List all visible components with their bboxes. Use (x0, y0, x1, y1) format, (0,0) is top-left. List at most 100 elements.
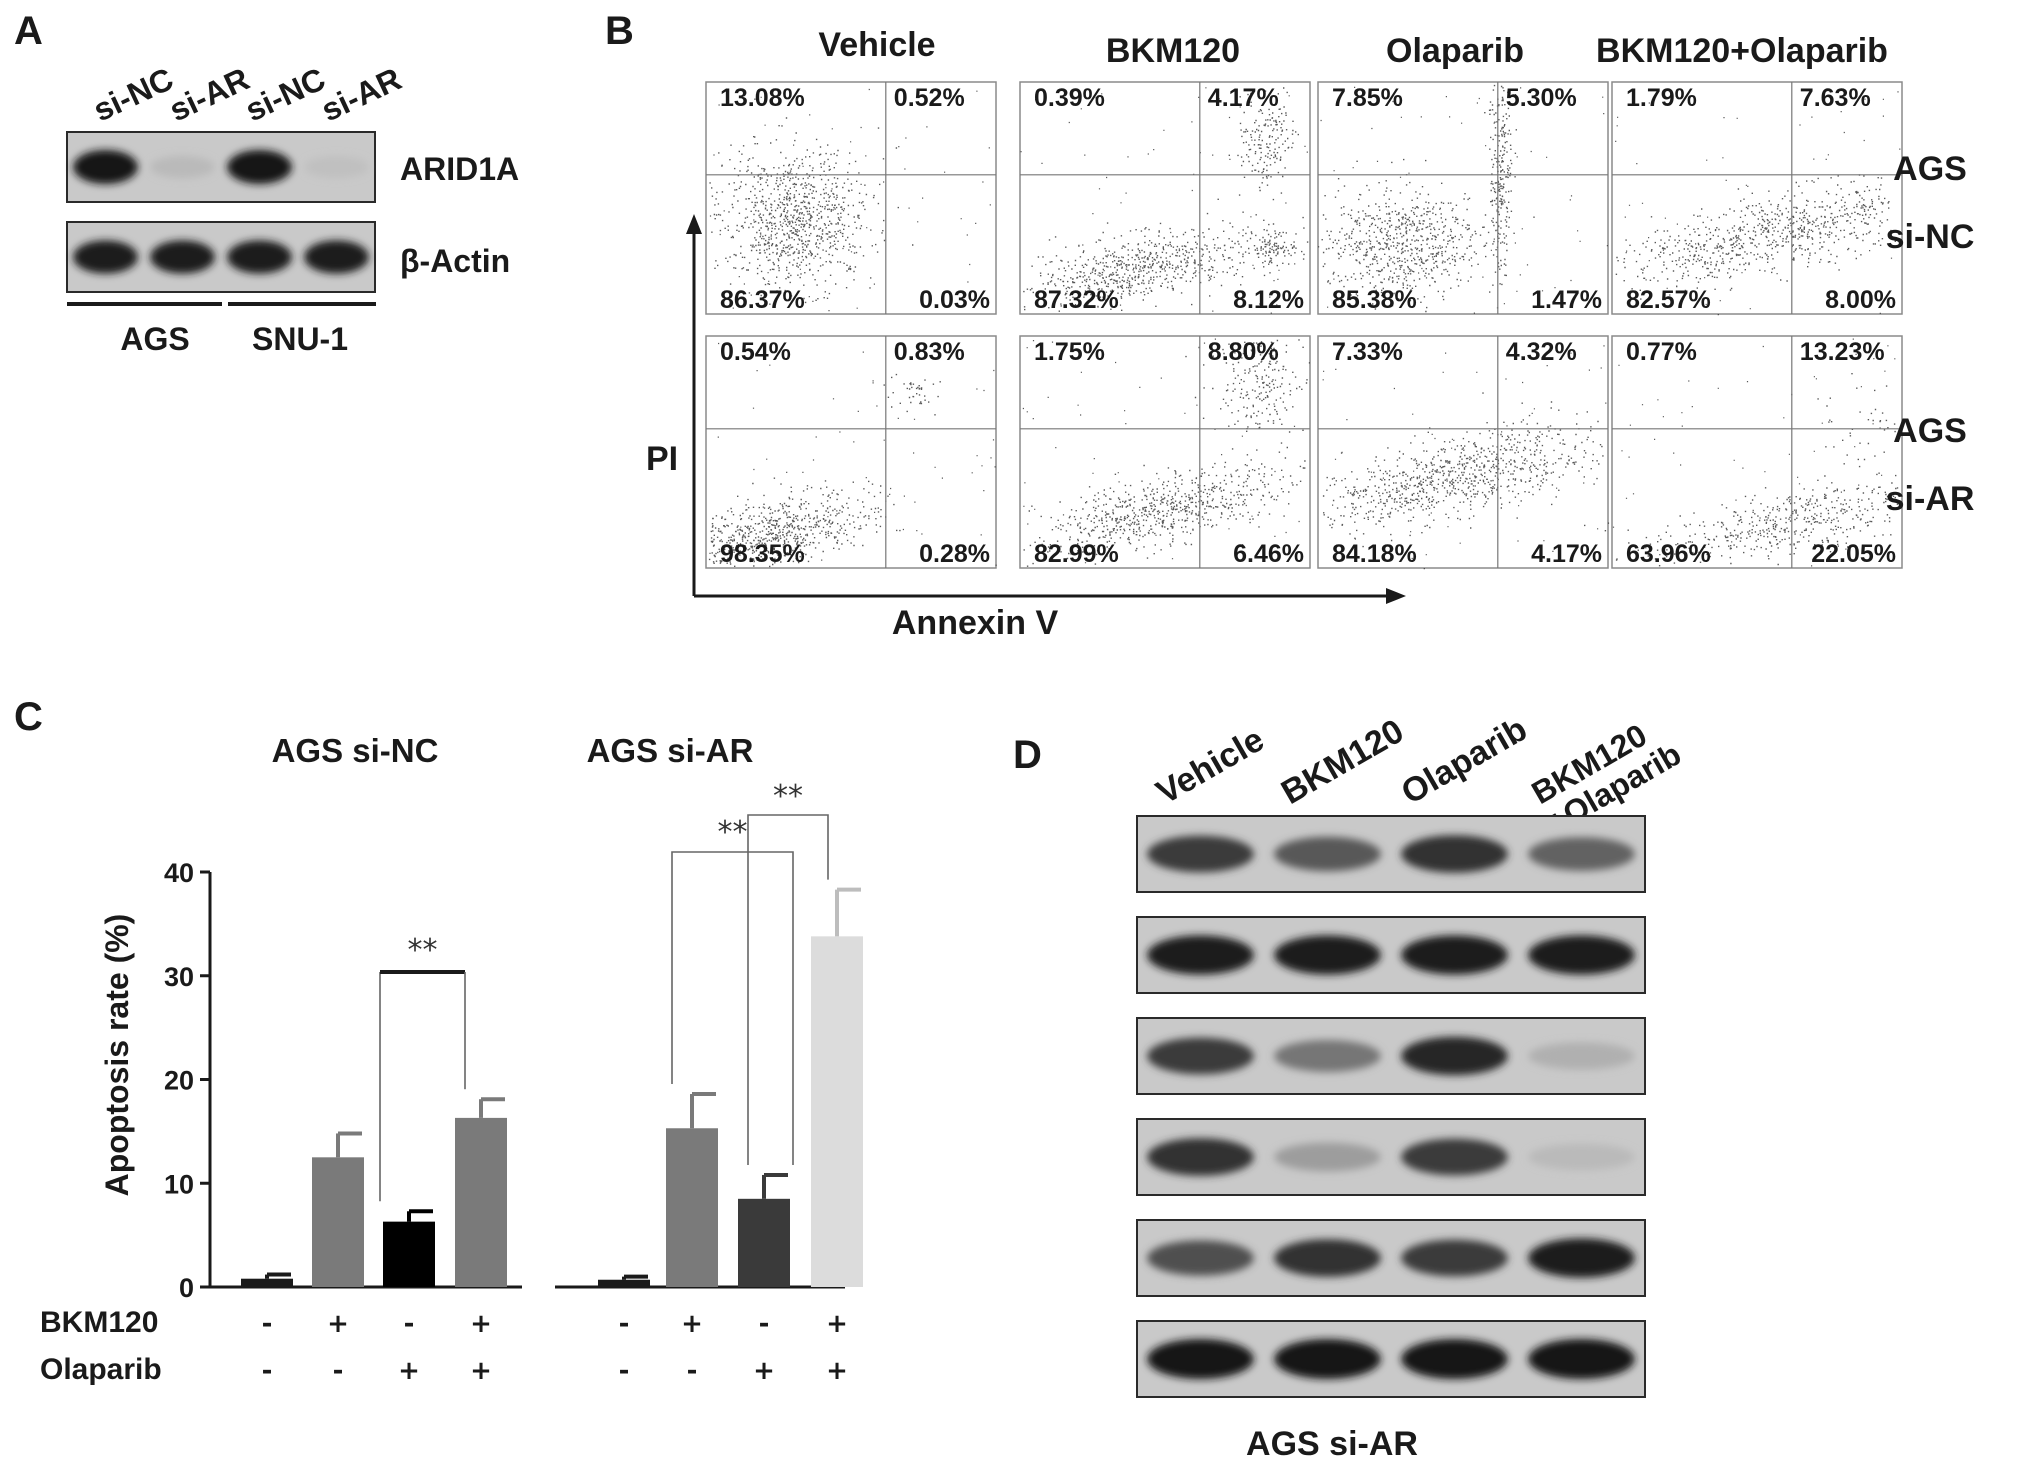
quadrant-pct-ul: 7.33% (1332, 338, 1403, 366)
bar-chart: 0 10 20 30 40 ** ** ** BKM120 - + - + - + - + Olaparib - - +… (40, 779, 863, 1386)
quadrant-pct-ll: 82.99% (1034, 540, 1119, 568)
group-label-ags: AGS (120, 321, 189, 357)
quadrant-pct-ul: 1.79% (1626, 84, 1697, 112)
treatment-mark: + (681, 1309, 703, 1339)
row2-label-bottom: si-AR (1886, 480, 1975, 518)
blot-d-band-1-1 (1147, 835, 1254, 873)
panel-a: A si-NC si-AR si-NC si-AR ARID1A β-Actin… (14, 9, 519, 357)
flow-plot-frame (1611, 81, 1903, 315)
quadrant-pct-lr: 8.12% (1233, 286, 1304, 314)
bar-2 (312, 1157, 364, 1287)
panel-letter-d: D (1013, 733, 1042, 777)
bar-8 (811, 936, 863, 1287)
quadrant-pct-lr: 4.17% (1531, 540, 1602, 568)
quadrant-pct-ur: 0.52% (894, 84, 965, 112)
blot-d-band-5-3 (1401, 1239, 1508, 1277)
condition-vehicle: Vehicle (818, 26, 935, 64)
treatment-row-label-2: Olaparib (40, 1353, 162, 1386)
row2-label-top: AGS (1893, 412, 1967, 450)
significance-bracket-1: ** (379, 933, 466, 1202)
blot-a-band-1-2 (150, 155, 215, 179)
blot-a-band-1-4 (304, 155, 369, 179)
treatment-mark: - (404, 1309, 415, 1339)
flow-plot-frame (705, 335, 997, 569)
quadrant-pct-ur: 13.23% (1800, 338, 1885, 366)
blot-d-band-4-3 (1401, 1138, 1508, 1176)
quadrant-pct-ll: 63.96% (1626, 540, 1711, 568)
quadrant-pct-ll: 98.35% (720, 540, 805, 568)
blot-d-band-1-2 (1274, 836, 1381, 872)
flow-dots (1020, 87, 1309, 314)
quadrant-pct-lr: 0.28% (919, 540, 990, 568)
quadrant-pct-ul: 1.75% (1034, 338, 1105, 366)
significance-bracket-2: ** (671, 815, 794, 1165)
y-tick-label-40: 40 (164, 858, 194, 888)
flow-plot-r2-c2: 1.75% 8.80% 82.99% 6.46% (1019, 335, 1311, 569)
blot-d-band-3-4 (1528, 1042, 1635, 1070)
treatment-mark: + (826, 1309, 848, 1339)
significance-label: ** (718, 815, 748, 850)
panel-d: D Vehicle BKM120 Olaparib BKM120 +Olapar… (1013, 710, 1687, 1463)
bracket-line (747, 814, 829, 1165)
flow-plot-r2-c4: 0.77% 13.23% 63.96% 22.05% (1611, 335, 1903, 569)
treatment-row-label-1: BKM120 (40, 1306, 158, 1339)
quadrant-pct-lr: 6.46% (1233, 540, 1304, 568)
blot-d-band-3-1 (1147, 1037, 1254, 1075)
blot-d-band-6-1 (1147, 1339, 1254, 1379)
d-lane-label-1: Vehicle (1150, 720, 1271, 812)
significance-bracket-3: ** (747, 779, 829, 1165)
blot-a-band-2-3 (227, 240, 292, 274)
quadrant-pct-ll: 84.18% (1332, 540, 1417, 568)
bracket-line (671, 851, 794, 1165)
blot-d-band-4-2 (1274, 1142, 1381, 1172)
bar-4 (455, 1117, 507, 1287)
blot-a (66, 131, 376, 293)
d-footer-label: AGS si-AR (1246, 1425, 1418, 1463)
blot-d-band-5-1 (1147, 1240, 1254, 1276)
blot-a-band-2-1 (73, 240, 138, 274)
panel-letter-c: C (14, 695, 43, 739)
blot-d-band-4-4 (1528, 1143, 1635, 1171)
significance-label: ** (408, 933, 438, 968)
lane-label-4: si-AR (316, 60, 407, 128)
flow-plot-r1-c3: 7.85% 5.30% 85.38% 1.47% (1317, 81, 1609, 315)
flow-plot-grid: 13.08% 0.52% 86.37% 0.03% 0.39% 4.17% 87.32% 8.… (705, 81, 1903, 570)
chart-group-label-1: AGS si-NC (272, 732, 439, 769)
blot-d-band-3-3 (1401, 1036, 1508, 1076)
chart-group-label-2: AGS si-AR (587, 732, 754, 769)
flow-plot-r1-c1: 13.08% 0.52% 86.37% 0.03% (705, 81, 997, 315)
flow-plot-frame (1019, 335, 1311, 569)
blot-d (1136, 815, 1646, 1398)
treatment-mark: - (687, 1356, 698, 1386)
panel-b: B Vehicle BKM120 Olaparib BKM120+Olapari… (605, 9, 1974, 642)
bar-3 (383, 1221, 435, 1287)
blot-d-band-2-3 (1401, 935, 1508, 975)
treatment-mark: + (753, 1356, 775, 1386)
blot-d-band-1-3 (1401, 835, 1508, 873)
quadrant-pct-ul: 0.39% (1034, 84, 1105, 112)
treatment-mark: + (398, 1356, 420, 1386)
blot-d-band-5-4 (1528, 1238, 1635, 1278)
flow-plot-r1-c4: 1.79% 7.63% 82.57% 8.00% (1611, 81, 1903, 316)
treatment-mark: + (470, 1309, 492, 1339)
panel-letter-a: A (14, 9, 43, 53)
quadrant-pct-ll: 82.57% (1626, 286, 1711, 314)
quadrant-pct-ur: 4.32% (1506, 338, 1577, 366)
y-tick-label-10: 10 (164, 1169, 194, 1199)
flow-dots (709, 88, 991, 312)
significance-label: ** (773, 779, 803, 814)
treatment-mark: + (327, 1309, 349, 1339)
flow-plot-frame (705, 81, 997, 315)
d-lane-label-3: Olaparib (1395, 710, 1533, 812)
quadrant-pct-ur: 4.17% (1208, 84, 1279, 112)
flow-plot-frame (1317, 335, 1609, 569)
y-tick-label-0: 0 (179, 1273, 194, 1303)
group-label-snu1: SNU-1 (252, 321, 348, 357)
quadrant-pct-ll: 87.32% (1034, 286, 1119, 314)
blot-d-band-2-2 (1274, 935, 1381, 975)
flow-plot-frame (1317, 81, 1609, 315)
y-tick-label-20: 20 (164, 1066, 194, 1096)
quadrant-pct-ul: 0.77% (1626, 338, 1697, 366)
x-axis-arrowhead (1386, 588, 1406, 604)
